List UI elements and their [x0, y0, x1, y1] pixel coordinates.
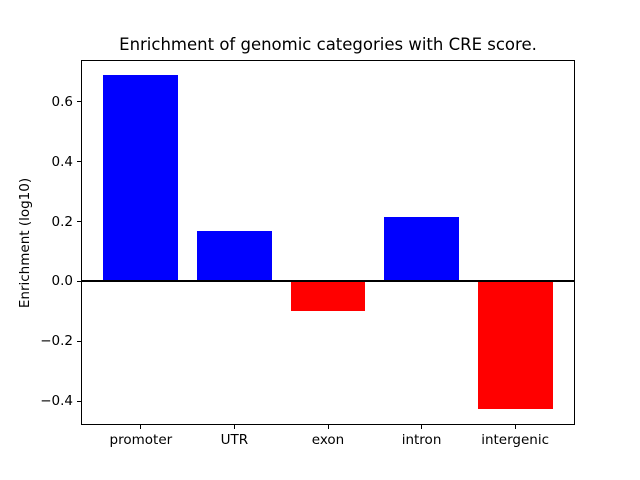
bar-intron: [384, 217, 459, 282]
x-tick: [140, 425, 142, 429]
x-tick-label-intron: intron: [401, 432, 442, 448]
y-tick-label: −0.4: [40, 393, 73, 410]
y-tick-label: 0.0: [51, 273, 73, 290]
x-tick: [233, 425, 235, 429]
x-tick-label-exon: exon: [311, 432, 345, 448]
x-tick-label-UTR: UTR: [220, 432, 249, 448]
bar-exon: [290, 281, 366, 312]
y-tick-label: 0.2: [51, 213, 73, 230]
y-tick-label: 0.6: [51, 93, 73, 110]
y-tick: [77, 340, 81, 342]
bar-UTR: [197, 230, 272, 282]
bar-intergenic: [477, 281, 553, 409]
y-tick: [77, 101, 81, 103]
y-tick-label: 0.4: [51, 153, 73, 170]
y-tick: [77, 400, 81, 402]
chart-title: Enrichment of genomic categories with CR…: [119, 35, 537, 54]
zero-line: [81, 280, 575, 283]
x-tick-label-promoter: promoter: [109, 432, 173, 448]
y-tick-label: −0.2: [40, 333, 73, 350]
x-tick-label-intergenic: intergenic: [481, 432, 550, 448]
y-tick: [77, 221, 81, 223]
bar-promoter: [103, 74, 179, 282]
y-tick: [77, 161, 81, 163]
x-tick: [327, 425, 329, 429]
x-tick: [421, 425, 423, 429]
x-tick: [514, 425, 516, 429]
y-tick: [77, 280, 81, 282]
